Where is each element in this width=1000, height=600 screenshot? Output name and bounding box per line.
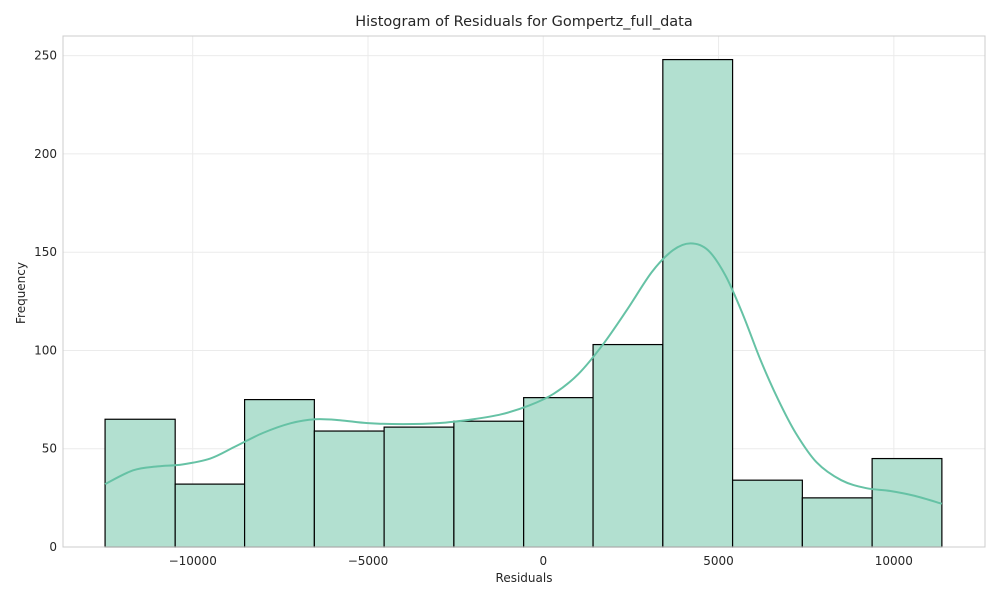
histogram-bars: [104, 58, 943, 548]
x-axis-ticks: −10000 −5000 0 5000 10000: [169, 554, 913, 568]
kde-curve-group: [104, 242, 943, 505]
histogram-bar: [243, 398, 315, 548]
histogram-bar: [453, 420, 525, 548]
y-tick-label: 150: [34, 245, 57, 259]
histogram-bar: [174, 483, 246, 548]
x-tick-label: 5000: [703, 554, 734, 568]
histogram-bar: [731, 479, 803, 548]
y-tick-label: 250: [34, 49, 57, 63]
y-tick-label: 50: [42, 442, 57, 456]
plot-frame: [62, 35, 986, 548]
histogram-bar: [383, 426, 455, 548]
y-tick-label: 0: [49, 540, 57, 554]
y-tick-label: 100: [34, 343, 57, 357]
kde-line: [104, 242, 943, 505]
chart-title: Histogram of Residuals for Gompertz_full…: [355, 14, 693, 30]
y-tick-label: 200: [34, 147, 57, 161]
histogram-bar: [104, 418, 176, 548]
histogram-bar: [662, 58, 734, 548]
histogram-bar: [523, 397, 594, 548]
x-axis-label: Residuals: [496, 571, 553, 585]
histogram-bar: [313, 430, 385, 548]
y-axis-ticks: 0 50 100 150 200 250: [34, 49, 57, 554]
x-tick-label: −10000: [169, 554, 217, 568]
y-axis-label: Frequency: [14, 262, 28, 324]
histogram-bar: [592, 343, 664, 548]
x-tick-label: −5000: [348, 554, 389, 568]
x-tick-label: 10000: [875, 554, 913, 568]
histogram-bar: [871, 457, 943, 548]
histogram-bar: [801, 497, 873, 548]
x-tick-label: 0: [539, 554, 547, 568]
